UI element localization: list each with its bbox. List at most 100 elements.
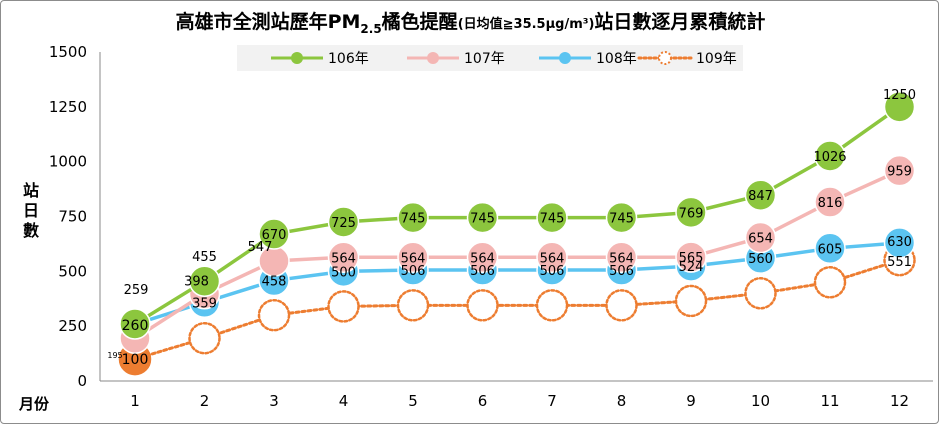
data-label: 745 xyxy=(401,212,426,227)
legend-marker xyxy=(539,52,591,64)
x-tick-label: 8 xyxy=(617,392,627,410)
x-tick-label: 10 xyxy=(751,392,770,410)
data-label: 816 xyxy=(818,196,843,211)
y-tick-label: 0 xyxy=(77,372,87,390)
y-tick-label: 1500 xyxy=(49,43,87,61)
data-point xyxy=(327,206,360,238)
data-label: 630 xyxy=(887,235,912,250)
x-tick-label: 11 xyxy=(820,392,839,410)
data-label: 524 xyxy=(679,260,704,275)
title-main: 高雄市全測站歷年PM xyxy=(175,11,361,33)
legend-marker xyxy=(637,51,693,65)
data-label: 195 xyxy=(107,351,122,360)
data-label: 500 xyxy=(331,265,356,280)
legend: 106年 107年 108年 109年 xyxy=(237,45,743,71)
data-point xyxy=(536,201,568,234)
data-point xyxy=(119,308,151,340)
title-part3: 站日數逐月累積統計 xyxy=(594,11,766,33)
y-tick-label: 750 xyxy=(58,208,87,226)
x-tick-label: 9 xyxy=(686,392,696,410)
x-tick-label: 6 xyxy=(478,392,488,410)
data-point xyxy=(396,289,430,322)
data-point xyxy=(327,290,360,323)
legend-label: 106年 xyxy=(328,51,369,67)
data-point xyxy=(535,289,569,322)
x-tick-label: 4 xyxy=(339,392,349,410)
data-point xyxy=(883,91,916,123)
data-label: 560 xyxy=(748,252,773,267)
data-label: 455 xyxy=(192,250,217,265)
data-label: 725 xyxy=(331,216,356,231)
data-label: 564 xyxy=(331,251,356,266)
data-point xyxy=(814,232,846,265)
title-part2: 橘色提醒 xyxy=(381,11,458,33)
data-label: 959 xyxy=(887,165,912,180)
data-point xyxy=(813,266,847,299)
data-point xyxy=(188,321,221,355)
y-tick-label: 1250 xyxy=(49,98,87,116)
title-subscript: 2.5 xyxy=(360,21,382,36)
y-tick-label: 250 xyxy=(58,317,87,335)
data-label: 605 xyxy=(818,242,843,257)
data-point xyxy=(397,201,429,234)
data-label: 745 xyxy=(470,212,495,227)
data-label: 259 xyxy=(124,283,149,298)
data-label: 564 xyxy=(540,251,565,266)
legend-label: 109年 xyxy=(696,51,737,67)
data-label: 745 xyxy=(609,212,634,227)
data-point xyxy=(883,227,916,259)
y-tick-label: 500 xyxy=(58,262,87,280)
data-label: 564 xyxy=(401,251,426,266)
data-point xyxy=(258,218,290,250)
legend-marker xyxy=(407,52,459,64)
data-point xyxy=(397,241,429,274)
legend-marker xyxy=(271,52,323,64)
data-point xyxy=(466,289,499,322)
x-tick-label: 5 xyxy=(408,392,418,410)
data-point xyxy=(675,196,707,229)
data-label: 359 xyxy=(192,296,217,311)
data-point xyxy=(744,179,777,211)
x-tick-label: 2 xyxy=(200,392,210,410)
x-axis-label: 月份 xyxy=(19,395,50,413)
data-point xyxy=(674,284,708,318)
data-point xyxy=(605,289,638,322)
data-point xyxy=(744,221,777,254)
chart-title: 高雄市全測站歷年PM2.5橘色提醒(日均值≧35.5μg/m³)站日數逐月累積統… xyxy=(1,7,938,36)
legend-label: 107年 xyxy=(464,51,505,67)
y-axis-label: 站日數 xyxy=(22,181,39,240)
x-tick-label: 1 xyxy=(130,392,140,410)
data-label: 564 xyxy=(470,251,495,266)
data-label: 564 xyxy=(609,251,634,266)
data-label: 506 xyxy=(470,264,495,279)
legend-item: 107年 xyxy=(405,45,505,71)
data-label: 670 xyxy=(262,228,287,243)
x-tick-label: 7 xyxy=(547,392,557,410)
data-label: 847 xyxy=(748,189,773,204)
data-label: 745 xyxy=(540,212,565,227)
data-label: 458 xyxy=(262,275,287,290)
data-point xyxy=(466,241,499,274)
legend-item: 106年 xyxy=(269,45,369,71)
data-label: 506 xyxy=(609,264,634,279)
data-point xyxy=(814,140,846,172)
series-line xyxy=(134,105,901,326)
data-label: 398 xyxy=(184,275,209,290)
data-point xyxy=(605,241,638,274)
x-tick-label: 12 xyxy=(890,392,909,410)
legend-label: 108年 xyxy=(596,51,637,67)
data-label: 654 xyxy=(748,232,773,247)
data-point xyxy=(605,201,638,234)
legend-item: 109年 xyxy=(637,45,737,71)
data-point xyxy=(675,241,707,273)
data-point xyxy=(257,298,291,332)
data-label: 506 xyxy=(540,264,565,279)
data-label: 565 xyxy=(679,251,704,266)
data-point xyxy=(536,241,568,274)
data-point xyxy=(466,201,499,234)
legend-item: 108年 xyxy=(537,45,637,71)
data-point xyxy=(883,154,916,187)
title-note: (日均值≧35.5μg/m³) xyxy=(457,17,595,32)
